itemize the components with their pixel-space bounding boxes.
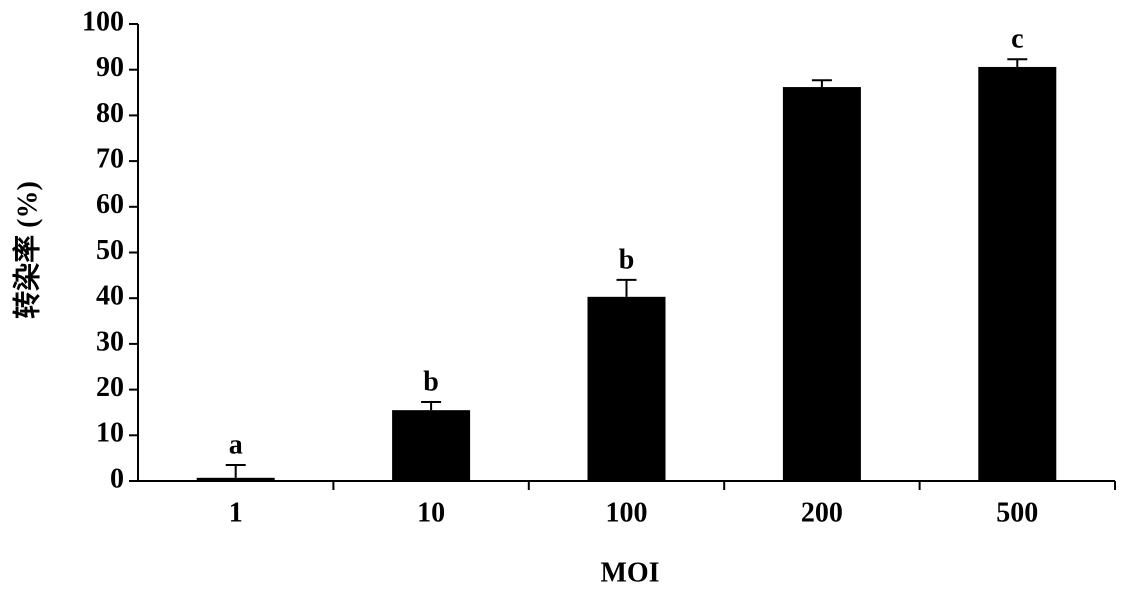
y-tick-label: 70: [96, 144, 124, 175]
bar: [196, 477, 275, 481]
y-tick-label: 30: [96, 326, 124, 357]
y-axis-title: 转染率 (%): [10, 181, 43, 319]
significance-label: b: [619, 244, 635, 275]
y-tick-label: 40: [96, 281, 124, 312]
y-tick-label: 60: [96, 189, 124, 220]
x-axis-title: MOI: [600, 557, 659, 588]
significance-label: a: [229, 429, 243, 460]
bar: [782, 87, 861, 481]
x-tick-label: 200: [801, 497, 843, 528]
bar: [587, 296, 666, 481]
significance-label: b: [423, 366, 439, 397]
y-tick-label: 90: [96, 52, 124, 83]
x-tick-label: 500: [996, 497, 1038, 528]
y-tick-label: 50: [96, 235, 124, 266]
bar: [978, 66, 1057, 481]
x-tick-label: 100: [606, 497, 648, 528]
y-tick-label: 10: [96, 418, 124, 449]
y-tick-label: 80: [96, 98, 124, 129]
bar: [392, 410, 471, 481]
y-tick-label: 0: [110, 463, 124, 494]
x-tick-label: 10: [417, 497, 445, 528]
significance-label: c: [1011, 24, 1023, 55]
x-tick-label: 1: [229, 497, 243, 528]
y-tick-label: 100: [82, 6, 124, 37]
y-tick-label: 20: [96, 372, 124, 403]
